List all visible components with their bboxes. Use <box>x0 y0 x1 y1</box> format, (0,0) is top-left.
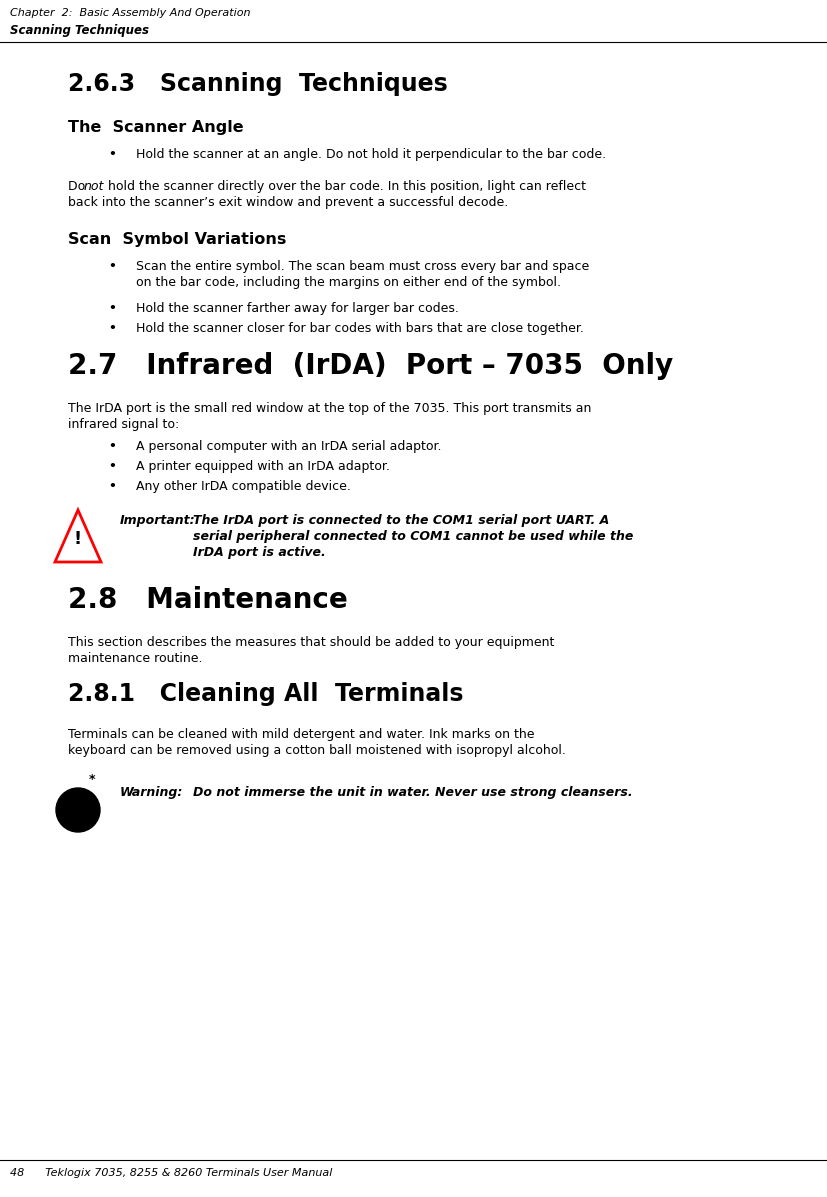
Text: maintenance routine.: maintenance routine. <box>68 652 203 666</box>
Text: Hold the scanner at an angle. Do not hold it perpendicular to the bar code.: Hold the scanner at an angle. Do not hol… <box>136 148 605 162</box>
Text: •: • <box>108 322 116 335</box>
Text: Important:: Important: <box>120 514 195 527</box>
Text: •: • <box>108 260 116 273</box>
Text: Any other IrDA compatible device.: Any other IrDA compatible device. <box>136 480 351 493</box>
Text: A printer equipped with an IrDA adaptor.: A printer equipped with an IrDA adaptor. <box>136 460 390 473</box>
Text: on the bar code, including the margins on either end of the symbol.: on the bar code, including the margins o… <box>136 277 561 288</box>
Text: •: • <box>108 148 116 162</box>
Text: •: • <box>108 302 116 315</box>
Text: This section describes the measures that should be added to your equipment: This section describes the measures that… <box>68 636 554 649</box>
Text: Scanning Techniques: Scanning Techniques <box>10 24 149 37</box>
Text: Terminals can be cleaned with mild detergent and water. Ink marks on the: Terminals can be cleaned with mild deter… <box>68 728 534 741</box>
Text: IrDA port is active.: IrDA port is active. <box>193 546 325 559</box>
Text: A personal computer with an IrDA serial adaptor.: A personal computer with an IrDA serial … <box>136 440 441 452</box>
Text: The  Scanner Angle: The Scanner Angle <box>68 120 243 135</box>
Text: •: • <box>108 440 116 452</box>
Text: serial peripheral connected to COM1 cannot be used while the: serial peripheral connected to COM1 cann… <box>193 530 633 543</box>
Text: Scan  Symbol Variations: Scan Symbol Variations <box>68 232 286 247</box>
Text: 2.7   Infrared  (IrDA)  Port – 7035  Only: 2.7 Infrared (IrDA) Port – 7035 Only <box>68 352 672 379</box>
Text: Hold the scanner closer for bar codes with bars that are close together.: Hold the scanner closer for bar codes wi… <box>136 322 583 335</box>
Text: •: • <box>108 480 116 493</box>
Text: The IrDA port is the small red window at the top of the 7035. This port transmit: The IrDA port is the small red window at… <box>68 402 590 415</box>
Text: Do: Do <box>68 180 89 193</box>
Text: Chapter  2:  Basic Assembly And Operation: Chapter 2: Basic Assembly And Operation <box>10 8 251 18</box>
Text: hold the scanner directly over the bar code. In this position, light can reflect: hold the scanner directly over the bar c… <box>104 180 586 193</box>
Text: 48      Teklogix 7035, 8255 & 8260 Terminals User Manual: 48 Teklogix 7035, 8255 & 8260 Terminals … <box>10 1168 332 1178</box>
Circle shape <box>56 788 100 832</box>
Polygon shape <box>55 510 101 563</box>
Text: keyboard can be removed using a cotton ball moistened with isopropyl alcohol.: keyboard can be removed using a cotton b… <box>68 745 565 757</box>
Text: not: not <box>84 180 104 193</box>
Text: Hold the scanner farther away for larger bar codes.: Hold the scanner farther away for larger… <box>136 302 458 315</box>
Text: 2.6.3   Scanning  Techniques: 2.6.3 Scanning Techniques <box>68 72 447 96</box>
Text: Warning:: Warning: <box>120 786 183 800</box>
Text: *: * <box>89 773 95 786</box>
Text: The IrDA port is connected to the COM1 serial port UART. A: The IrDA port is connected to the COM1 s… <box>193 514 609 527</box>
Text: !: ! <box>74 529 82 547</box>
Text: infrared signal to:: infrared signal to: <box>68 418 179 431</box>
Text: Do not immerse the unit in water. Never use strong cleansers.: Do not immerse the unit in water. Never … <box>193 786 632 800</box>
Text: Scan the entire symbol. The scan beam must cross every bar and space: Scan the entire symbol. The scan beam mu… <box>136 260 589 273</box>
Text: 2.8.1   Cleaning All  Terminals: 2.8.1 Cleaning All Terminals <box>68 682 463 706</box>
Text: back into the scanner’s exit window and prevent a successful decode.: back into the scanner’s exit window and … <box>68 196 508 209</box>
Text: •: • <box>108 460 116 473</box>
Text: 2.8   Maintenance: 2.8 Maintenance <box>68 587 347 614</box>
